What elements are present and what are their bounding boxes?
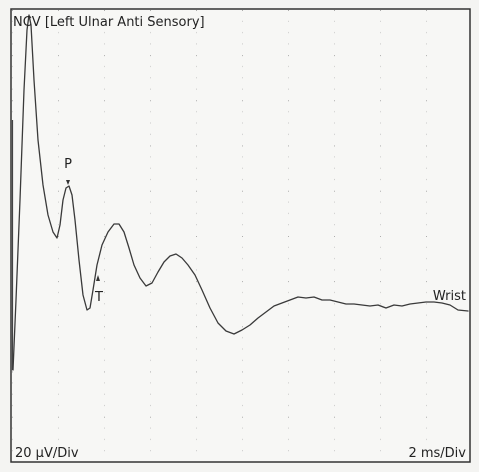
dot-grid [12,10,469,461]
time-scale: 2 ms/Div [408,446,466,461]
trough-marker-label: T [94,290,103,305]
amplitude-scale: 20 µV/Div [15,446,79,461]
peak-arrow [66,180,70,185]
screen-title: NCV [Left Ulnar Anti Sensory] [13,15,205,30]
waveform [12,14,469,371]
peak-marker-label: P [64,157,72,172]
trough-arrow [96,275,100,281]
trace-label: Wrist [433,289,466,304]
